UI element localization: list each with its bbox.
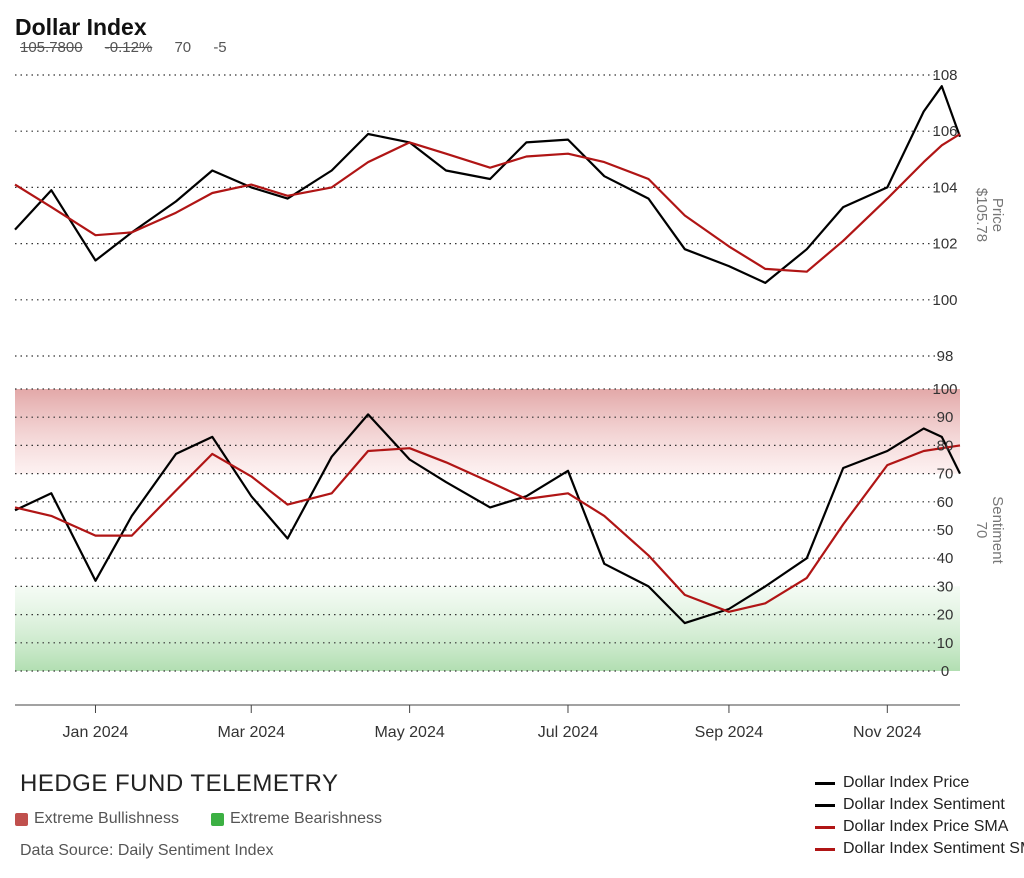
x-tick-label: Nov 2024	[853, 724, 922, 741]
y-tick-label: 106	[932, 123, 957, 140]
dollar-index-sentiment-sma-line	[14, 444, 961, 613]
legend-label: Dollar Index Sentiment	[843, 796, 1005, 813]
sentiment-value: 70	[174, 39, 192, 56]
sentiment-sma-line-swatch	[815, 847, 835, 851]
legend-item-sentiment[interactable]: Dollar Index Sentiment	[815, 794, 1024, 816]
extreme-bearish-zone	[15, 586, 960, 671]
bearish-swatch	[210, 812, 224, 826]
x-tick-label: Sep 2024	[695, 724, 764, 741]
chart-title: Dollar Index	[15, 14, 147, 40]
y-tick-label: 80	[937, 437, 954, 454]
series-legend: Dollar Index Price Dollar Index Sentimen…	[815, 772, 1024, 860]
x-tick-label: Mar 2024	[217, 724, 285, 741]
y-tick-label: 30	[937, 578, 954, 595]
price-value: 105.7800	[20, 39, 83, 56]
legend-item-price[interactable]: Dollar Index Price	[815, 772, 1024, 794]
dollar-index-price-line	[14, 85, 962, 284]
y-tick-label: 102	[932, 236, 957, 253]
zone-legend: Extreme Bullishness Extreme Bearishness	[15, 810, 382, 828]
legend-item-bearish[interactable]: Extreme Bearishness	[210, 810, 383, 828]
legend-label: Dollar Index Price SMA	[843, 818, 1009, 835]
y-tick-label: 70	[937, 466, 954, 483]
legend-label: Dollar Index Sentiment SMA	[843, 840, 1024, 857]
brand-label: HEDGE FUND TELEMETRY	[20, 770, 339, 797]
dollar-index-price-sma-line	[14, 133, 961, 273]
y-tick-label: 100	[932, 292, 957, 309]
bullish-label: Extreme Bullishness	[34, 810, 179, 827]
x-tick-label: Jan 2024	[63, 724, 129, 741]
y-tick-label: 10	[937, 635, 954, 652]
extreme-bullish-zone	[15, 389, 960, 474]
y-tick-label: 104	[932, 179, 957, 196]
legend-item-bullish[interactable]: Extreme Bullishness	[15, 810, 179, 828]
legend-item-sentiment-sma[interactable]: Dollar Index Sentiment SMA	[815, 838, 1024, 860]
x-tick-label: Jul 2024	[538, 724, 599, 741]
data-source: Data Source: Daily Sentiment Index	[20, 842, 274, 859]
price-line-swatch	[815, 781, 835, 785]
y-axis-label: Price$105.78	[973, 188, 1006, 242]
bearish-label: Extreme Bearishness	[229, 810, 383, 827]
y-tick-label: 90	[937, 409, 954, 426]
y-tick-label: 100	[932, 381, 957, 398]
y-tick-label: 20	[937, 607, 954, 624]
legend-item-price-sma[interactable]: Dollar Index Price SMA	[815, 816, 1024, 838]
y-axis-label: Sentiment70	[973, 496, 1006, 564]
y-tick-label: 98	[937, 348, 954, 365]
price-sma-line-swatch	[815, 825, 835, 829]
y-tick-label: 0	[941, 663, 949, 680]
y-tick-label: 60	[937, 494, 954, 511]
x-tick-label: May 2024	[374, 724, 444, 741]
y-tick-label: 108	[932, 67, 957, 84]
price-change: -0.12%	[104, 39, 153, 56]
y-tick-label: 50	[937, 522, 954, 539]
bullish-swatch	[15, 812, 28, 826]
y-tick-label: 40	[937, 550, 954, 567]
sentiment-change: -5	[213, 39, 227, 56]
dollar-index-sentiment-line	[14, 413, 961, 625]
sentiment-line-swatch	[815, 803, 835, 807]
header-stats: 105.7800 -0.12% 70 -5	[20, 39, 245, 56]
legend-label: Dollar Index Price	[843, 774, 970, 791]
